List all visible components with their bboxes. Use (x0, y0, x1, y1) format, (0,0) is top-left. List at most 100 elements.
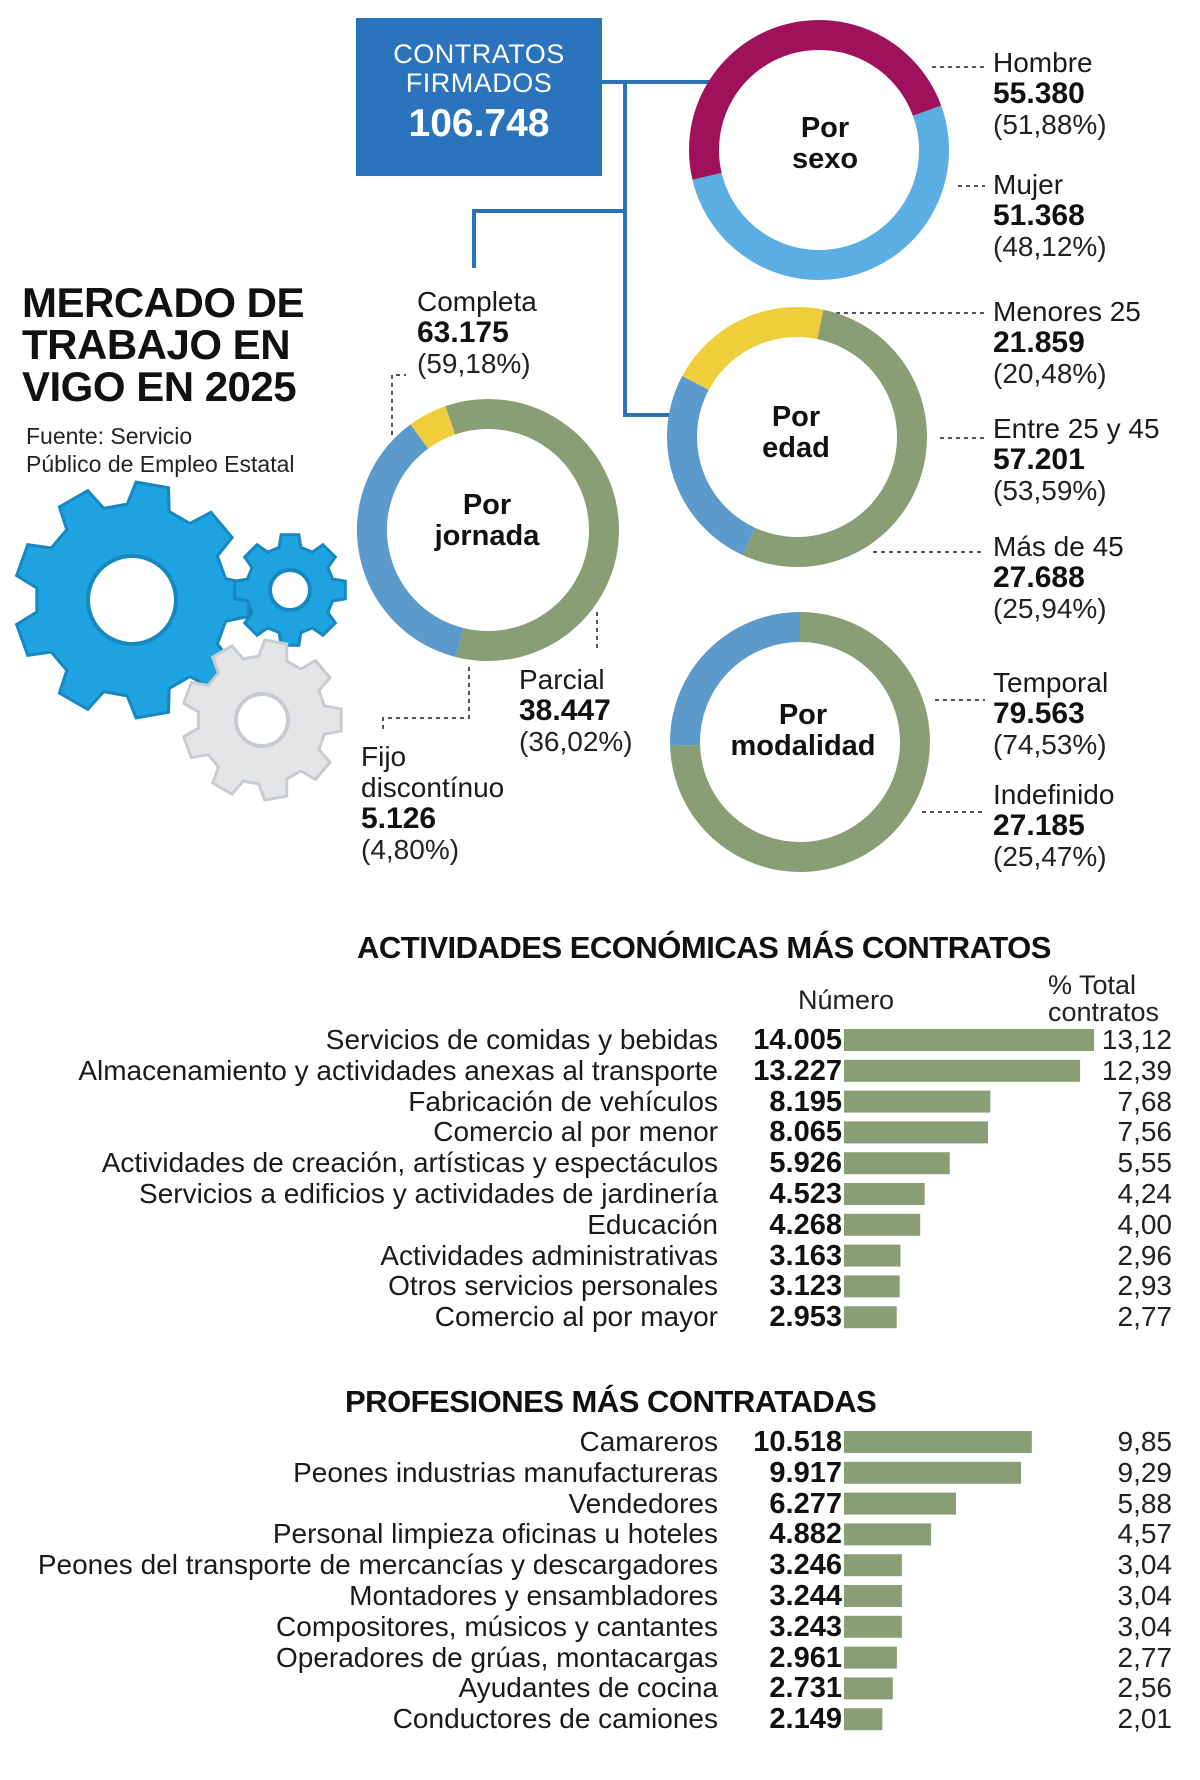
row-pct: 7,56 (1117, 1116, 1173, 1148)
ring-jornada-title-1: Por (462, 489, 512, 521)
legend-mujer-value: 51.368 (993, 199, 1085, 232)
legend-parcial-name: Parcial (519, 664, 605, 695)
bar-4-8 (844, 1275, 900, 1298)
ring-title-jornada: Por jornada (412, 490, 562, 552)
row-value: 2.961 (769, 1641, 842, 1674)
donut-segment-temporal (670, 612, 930, 872)
row-label: Fabricación de vehículos (408, 1085, 718, 1117)
row-pct: 13,12 (1101, 1024, 1172, 1055)
ring-title-sexo: Por sexo (765, 113, 885, 175)
legend-temporal-name: Temporal (993, 667, 1109, 698)
source-note: Fuente: Servicio Público de Empleo Estat… (26, 422, 295, 478)
legend-parcial-pct: (36,02%) (519, 726, 633, 757)
donut-jornada (357, 399, 619, 661)
row-value: 2.731 (769, 1672, 842, 1705)
row-label: Almacenamiento y actividades anexas al t… (78, 1054, 718, 1086)
gears-illustration (14, 480, 347, 802)
legend-completa-pct: (59,18%) (417, 348, 531, 379)
ring-sexo-title-2: sexo (791, 143, 859, 175)
row-value: 10.518 (753, 1426, 842, 1458)
legend-indefinido-name: Indefinido (993, 779, 1115, 810)
row-label: Actividades de creación, artísticas y es… (101, 1147, 718, 1179)
gear-hole (234, 692, 290, 748)
col-header-pct-2: contratos (1048, 997, 1160, 1027)
bar-5-2 (844, 1492, 956, 1515)
row-label: Actividades administrativas (380, 1239, 718, 1271)
row-label: Otros servicios personales (388, 1270, 718, 1302)
bar-5-8 (844, 1677, 893, 1700)
ring-jornada-title-2: jornada (434, 520, 540, 552)
legend-hombre-value: 55.380 (993, 77, 1085, 110)
bar-4-6 (844, 1213, 921, 1236)
row-value: 14.005 (753, 1024, 842, 1056)
legend-mas45-pct: (25,94%) (993, 593, 1107, 624)
row-pct: 5,88 (1117, 1487, 1173, 1519)
row-label: Comercio al por mayor (434, 1301, 718, 1333)
row-pct: 2,77 (1117, 1641, 1173, 1673)
connector-lines (472, 80, 714, 417)
legend-fijo-pct: (4,80%) (361, 834, 460, 865)
donut-segment-indefinido (670, 612, 801, 746)
row-pct: 4,24 (1117, 1178, 1173, 1209)
bar-5-1 (844, 1461, 1021, 1484)
gear-white-icon (181, 638, 343, 802)
gear-hole (86, 554, 178, 646)
title-line3: VIGO EN 2025 (22, 363, 297, 410)
row-value: 4.882 (769, 1518, 842, 1551)
donut-segment-parcial (357, 424, 464, 658)
row-value: 3.243 (769, 1610, 842, 1643)
row-value: 3.123 (769, 1270, 842, 1303)
bar-5-0 (844, 1431, 1032, 1453)
legend-hombre-pct: (51,88%) (993, 109, 1107, 140)
ring-edad-title-1: Por (771, 401, 821, 433)
row-label: Camareros (579, 1426, 718, 1457)
row-value: 8.065 (769, 1116, 842, 1149)
gear-large-blue-icon (14, 480, 251, 720)
bars-profesiones (844, 1431, 1032, 1731)
ring-sexo-title-1: Por (800, 112, 850, 144)
row-value: 6.277 (769, 1487, 842, 1520)
legend-entre-value: 57.201 (993, 443, 1085, 476)
row-value: 13.227 (753, 1054, 842, 1087)
row-label: Personal limpieza oficinas u hoteles (272, 1518, 718, 1550)
row-pct: 7,68 (1117, 1085, 1173, 1117)
legend-entre-name: Entre 25 y 45 (993, 413, 1160, 444)
ring-modalidad-title-2: modalidad (730, 730, 876, 762)
bar-4-1 (844, 1059, 1081, 1082)
bar-5-6 (844, 1615, 902, 1638)
bar-4-9 (844, 1306, 897, 1329)
row-pct: 9,85 (1117, 1426, 1173, 1457)
row-label: Peones del transporte de mercancías y de… (37, 1549, 718, 1581)
donut-segment-mujer (689, 20, 942, 180)
bar-5-4 (844, 1554, 902, 1577)
row-pct: 5,55 (1117, 1147, 1173, 1179)
bar-5-5 (844, 1585, 902, 1607)
leader-lines (382, 66, 985, 813)
row-pct: 4,00 (1117, 1208, 1173, 1240)
row-label: Ayudantes de cocina (458, 1672, 718, 1704)
ring-title-modalidad: Por modalidad (718, 700, 888, 762)
legend-temporal-pct: (74,53%) (993, 729, 1107, 760)
row-pct: 3,04 (1117, 1549, 1173, 1581)
total-contracts-box: CONTRATOS FIRMADOS 106.748 (356, 18, 602, 176)
legend-indefinido-pct: (25,47%) (993, 841, 1107, 872)
section-title-profesiones: PROFESIONES MÁS CONTRATADAS (345, 1384, 877, 1419)
legend-fijo-value: 5.126 (361, 802, 437, 835)
bar-4-2 (844, 1090, 991, 1113)
row-label: Servicios a edificios y actividades de j… (139, 1178, 718, 1209)
row-label: Peones industrias manufactureras (293, 1456, 718, 1488)
title-line2: TRABAJO EN (22, 321, 291, 368)
box-total-value: 106.748 (408, 102, 550, 145)
row-value: 4.268 (769, 1208, 842, 1241)
bar-4-4 (844, 1152, 950, 1175)
row-pct: 2,56 (1117, 1672, 1173, 1704)
legend-completa-value: 63.175 (417, 316, 509, 349)
donut-segment-menores-25 (682, 307, 824, 391)
donut-modalidad (670, 612, 930, 872)
ring-edad-title-2: edad (762, 432, 830, 464)
legend-parcial-value: 38.447 (519, 694, 611, 727)
row-value: 9.917 (769, 1456, 842, 1489)
box-label-line1: CONTRATOS (393, 39, 565, 69)
row-label: Montadores y ensambladores (349, 1580, 718, 1611)
